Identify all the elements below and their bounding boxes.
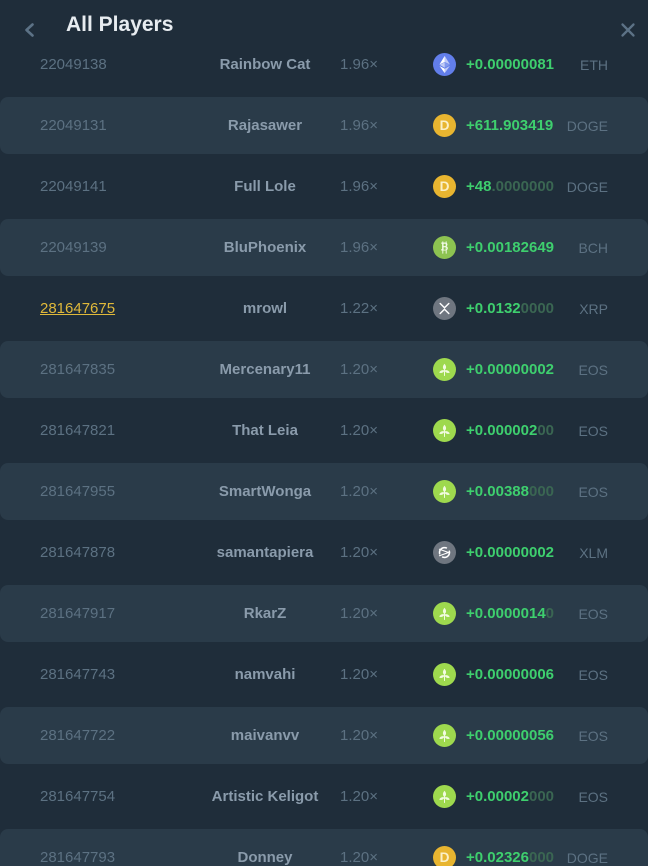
svg-text:D: D	[440, 179, 450, 194]
svg-text:D: D	[440, 850, 450, 865]
svg-text:D: D	[440, 118, 450, 133]
